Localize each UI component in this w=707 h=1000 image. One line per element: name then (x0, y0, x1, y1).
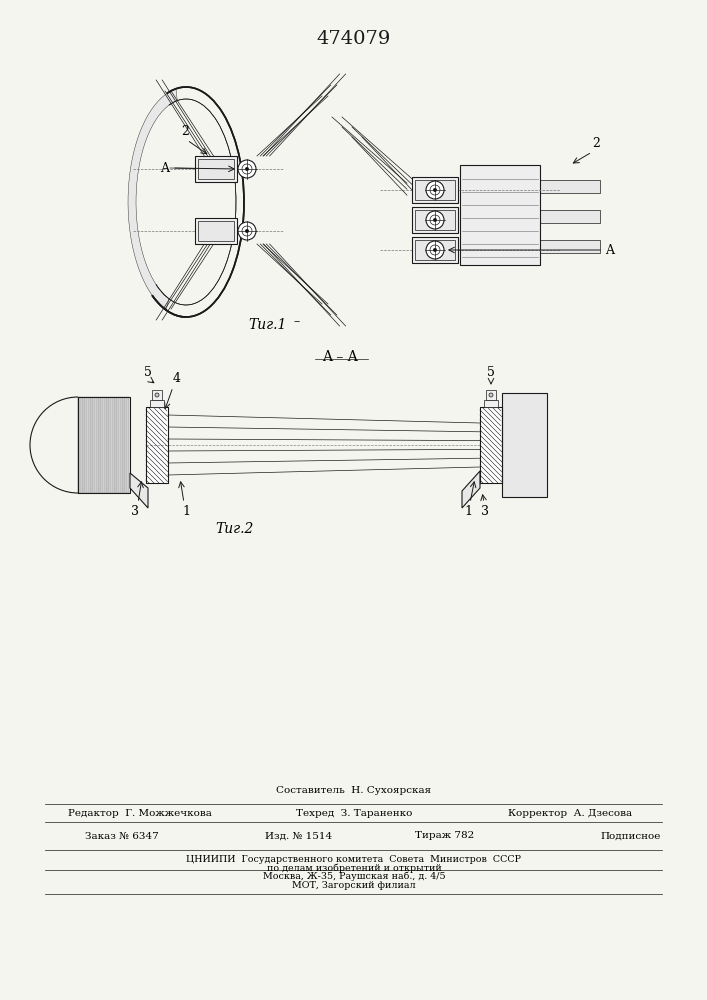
Circle shape (489, 393, 493, 397)
Text: Τиг.2: Τиг.2 (216, 522, 255, 536)
Circle shape (242, 164, 252, 174)
Bar (106, 397, 110, 493)
Text: 2: 2 (181, 125, 189, 138)
Text: Составитель  Н. Сухоярская: Составитель Н. Сухоярская (276, 786, 431, 795)
Text: 1: 1 (182, 505, 190, 518)
Bar (118, 397, 122, 493)
Text: Заказ № 6347: Заказ № 6347 (85, 832, 159, 840)
Bar (114, 397, 117, 493)
Bar (484, 400, 498, 407)
Polygon shape (128, 89, 177, 310)
Bar (198, 221, 234, 241)
Circle shape (433, 188, 437, 192)
Text: Тираж 782: Тираж 782 (415, 832, 474, 840)
Circle shape (430, 245, 440, 255)
Text: 3: 3 (481, 505, 489, 518)
Circle shape (155, 393, 159, 397)
Bar (412, 237, 458, 263)
Bar (540, 180, 600, 193)
Bar (415, 180, 455, 200)
Text: Москва, Ж-35, Раушская наб., д. 4/5: Москва, Ж-35, Раушская наб., д. 4/5 (263, 871, 445, 881)
Bar (412, 177, 458, 203)
Text: Корректор  А. Дзесова: Корректор А. Дзесова (508, 808, 632, 818)
Bar (540, 210, 600, 223)
Bar (412, 207, 458, 233)
Bar (540, 240, 600, 253)
Bar (198, 159, 234, 179)
Text: A: A (605, 243, 614, 256)
Text: МОТ, Загорский филиал: МОТ, Загорский филиал (292, 882, 416, 890)
Text: 1: 1 (464, 505, 472, 518)
Bar (150, 400, 164, 407)
Bar (110, 397, 114, 493)
Text: Редактор  Г. Можжечкова: Редактор Г. Можжечкова (68, 808, 212, 818)
Bar (102, 397, 105, 493)
Bar (415, 210, 455, 230)
Circle shape (245, 167, 249, 171)
Text: Изд. № 1514: Изд. № 1514 (265, 832, 332, 840)
Text: 5: 5 (487, 366, 495, 379)
Text: 3: 3 (131, 505, 139, 518)
Circle shape (242, 226, 252, 236)
Text: A: A (160, 161, 170, 174)
Circle shape (238, 160, 256, 178)
Bar (78, 397, 81, 493)
Text: 4: 4 (173, 372, 181, 385)
Polygon shape (462, 471, 480, 508)
Text: Τиг.1: Τиг.1 (249, 318, 287, 332)
Circle shape (430, 215, 440, 225)
Bar (90, 397, 93, 493)
Text: Техред  З. Тараненко: Техред З. Тараненко (296, 808, 412, 818)
Bar (480, 407, 502, 483)
Bar (480, 407, 502, 483)
Bar (195, 156, 237, 182)
Text: 5: 5 (144, 366, 152, 379)
Text: 474079: 474079 (317, 30, 391, 48)
Circle shape (433, 248, 437, 252)
Bar (195, 218, 237, 244)
Bar (86, 397, 90, 493)
Text: 2: 2 (592, 137, 600, 150)
Bar (126, 397, 129, 493)
Bar (460, 165, 540, 265)
Text: A – A: A – A (322, 350, 358, 364)
Bar (146, 407, 168, 483)
Text: –: – (294, 315, 300, 328)
Text: Подписное: Подписное (600, 832, 660, 840)
Circle shape (430, 185, 440, 195)
Bar (502, 393, 547, 497)
Circle shape (433, 218, 437, 222)
Circle shape (426, 181, 444, 199)
Polygon shape (130, 473, 148, 508)
Circle shape (426, 211, 444, 229)
Circle shape (238, 222, 256, 240)
Bar (415, 240, 455, 260)
Circle shape (426, 241, 444, 259)
Circle shape (245, 229, 249, 233)
Bar (122, 397, 126, 493)
Bar (98, 397, 102, 493)
Bar (82, 397, 86, 493)
Text: ЦНИИПИ  Государственного комитета  Совета  Министров  СССР: ЦНИИПИ Государственного комитета Совета … (187, 856, 522, 864)
Bar (146, 407, 168, 483)
Bar (152, 390, 162, 400)
Text: по делам изобретений и открытий: по делам изобретений и открытий (267, 863, 441, 873)
Bar (486, 390, 496, 400)
Bar (78, 397, 130, 493)
Bar (94, 397, 98, 493)
